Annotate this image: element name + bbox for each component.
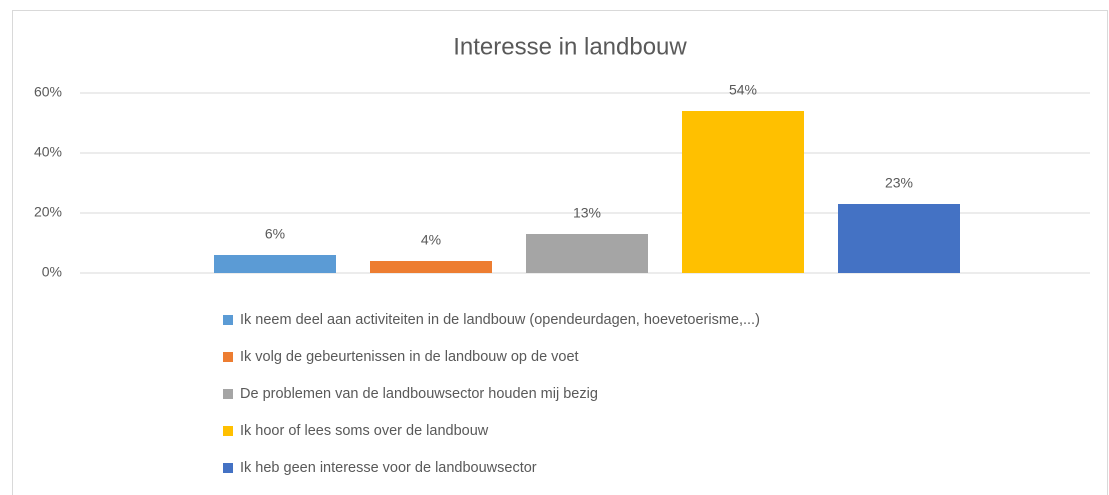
y-tick-label: 60%: [34, 84, 62, 100]
y-tick-label: 20%: [34, 204, 62, 220]
legend-text: Ik volg de gebeurtenissen in de landbouw…: [240, 349, 579, 365]
bar: [214, 255, 336, 273]
bar: [370, 261, 492, 273]
bar: [682, 111, 804, 273]
y-tick-label: 40%: [34, 144, 62, 160]
data-label: 13%: [573, 205, 601, 221]
legend-swatch: [223, 315, 233, 325]
data-label: 6%: [265, 226, 285, 242]
legend-text: Ik hoor of lees soms over de landbouw: [240, 423, 489, 439]
chart-title: Interesse in landbouw: [453, 33, 687, 60]
y-tick-label: 0%: [42, 264, 62, 280]
legend-swatch: [223, 463, 233, 473]
bar: [526, 234, 648, 273]
legend-swatch: [223, 389, 233, 399]
legend-text: Ik neem deel aan activiteiten in de land…: [240, 312, 760, 328]
legend-text: Ik heb geen interesse voor de landbouwse…: [240, 460, 537, 476]
bar: [838, 204, 960, 273]
data-label: 4%: [421, 232, 441, 248]
legend-text: De problemen van de landbouwsector houde…: [240, 386, 598, 402]
legend-swatch: [223, 426, 233, 436]
data-label: 23%: [885, 175, 913, 191]
data-label: 54%: [729, 82, 757, 98]
legend-swatch: [223, 352, 233, 362]
